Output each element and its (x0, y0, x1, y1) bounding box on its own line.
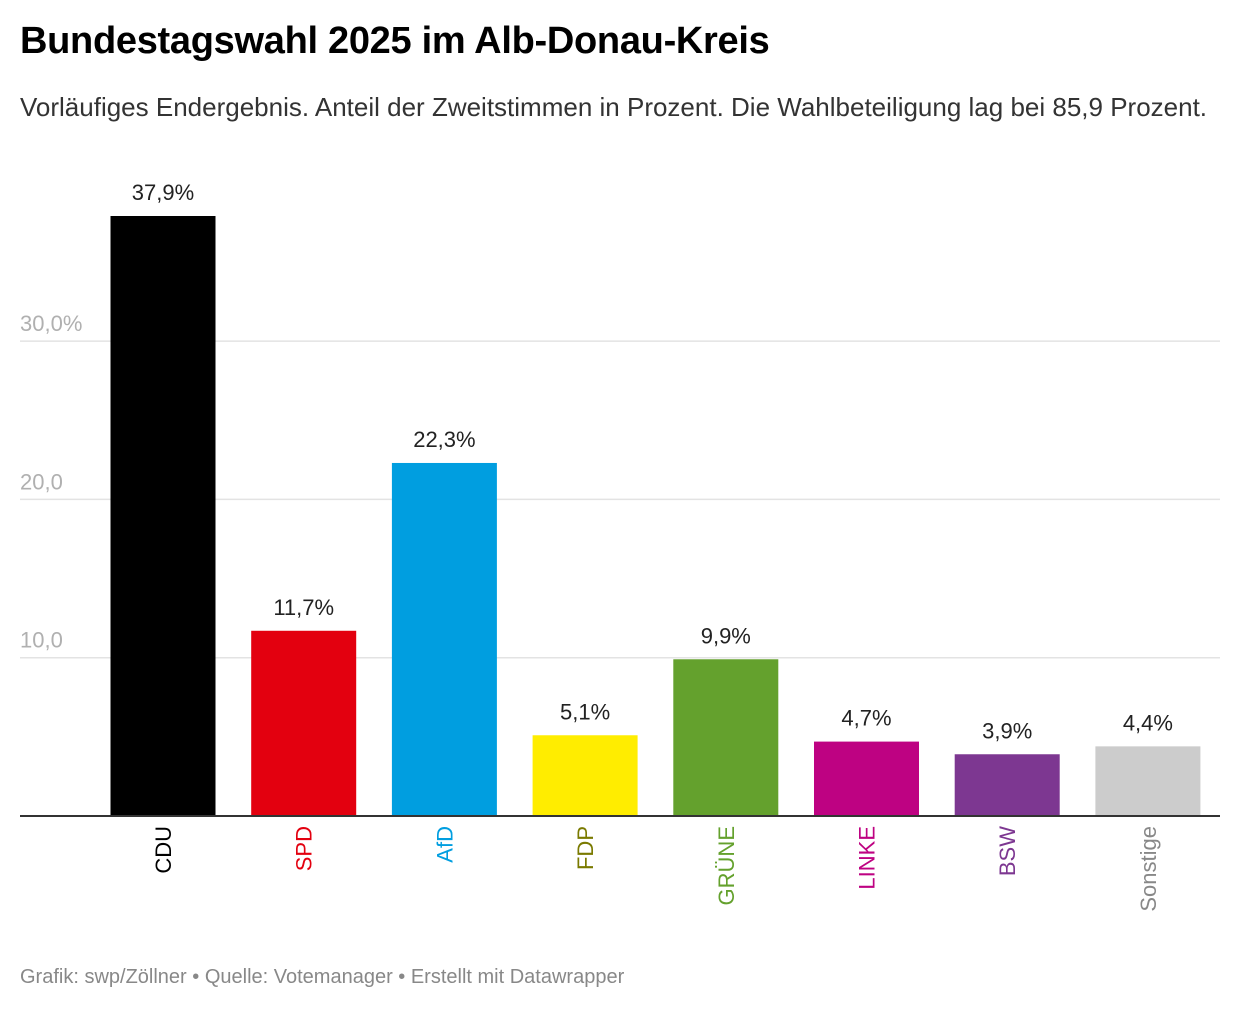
bar-linke (814, 741, 919, 816)
category-label: FDP (573, 826, 598, 870)
bar-spd (251, 630, 357, 816)
y-tick-label: 10,0 (20, 628, 63, 653)
source-footer: Grafik: swp/Zöllner • Quelle: Votemanage… (20, 966, 625, 988)
bar-fdp (532, 735, 638, 816)
bar-afd (391, 462, 497, 816)
chart-subtitle: Vorläufiges Endergebnis. Anteil der Zwei… (20, 92, 1208, 122)
bar-chart: 10,0 20,0 30,0% 37,9% CDU 11,7% SPD 22,3% AfD 5,1… (20, 180, 1220, 912)
category-label: SPD (292, 826, 317, 871)
chart-title: Bundestagswahl 2025 im Alb-Donau-Kreis (20, 20, 770, 62)
value-label: 22,3% (413, 427, 475, 452)
y-tick-label: 30,0% (20, 311, 82, 336)
value-label: 11,7% (273, 595, 334, 620)
bar-cdu (110, 216, 216, 816)
category-label: BSW (995, 826, 1020, 876)
value-label: 3,9% (982, 718, 1032, 743)
bar-bsw (954, 754, 1060, 816)
category-label: GRÜNE (714, 826, 739, 905)
value-label: 5,1% (560, 699, 610, 724)
bar-sonstige (1095, 746, 1201, 816)
category-label: CDU (151, 826, 176, 874)
category-label: LINKE (855, 826, 880, 890)
category-label: AfD (432, 826, 457, 863)
category-label: Sonstige (1136, 826, 1161, 912)
value-label: 4,4% (1123, 710, 1173, 735)
value-label: 4,7% (841, 706, 891, 731)
bar-grüne (673, 659, 779, 816)
value-label: 37,9% (132, 180, 194, 205)
y-tick-label: 20,0 (20, 469, 63, 494)
value-label: 9,9% (701, 623, 751, 648)
